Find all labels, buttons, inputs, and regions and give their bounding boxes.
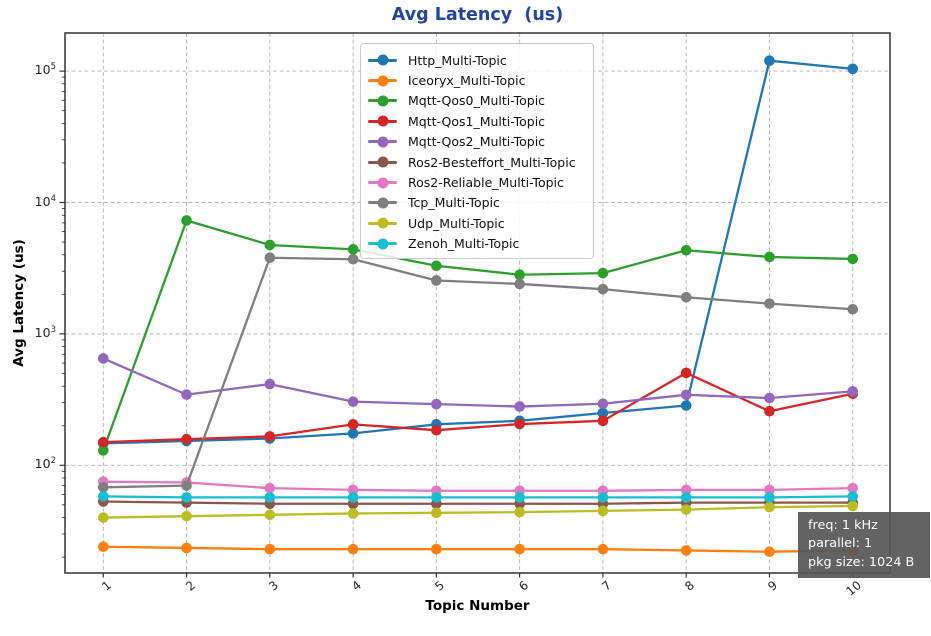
- legend-label: Ros2-Besteffort_Multi-Topic: [408, 154, 576, 170]
- series-Mqtt-Qos2_Multi-Topic: [98, 353, 859, 412]
- legend-item: Mqtt-Qos0_Multi-Topic: [368, 91, 587, 111]
- legend-item: Ros2-Besteffort_Multi-Topic: [368, 152, 587, 172]
- series-Ros2-Reliable_Multi-Topic: [98, 476, 859, 497]
- legend-marker-icon: [368, 238, 397, 250]
- legend-item: Udp_Multi-Topic: [368, 213, 587, 233]
- y-tick-label: 102: [34, 456, 56, 472]
- legend-label: Http_Multi-Topic: [408, 52, 507, 68]
- legend-label: Tcp_Multi-Topic: [408, 195, 500, 211]
- chart-legend: Http_Multi-Topic Iceoryx_Multi-Topic Mqtt-…: [360, 43, 594, 259]
- legend-label: Mqtt-Qos1_Multi-Topic: [408, 113, 546, 129]
- legend-marker-icon: [368, 136, 397, 148]
- legend-label: Mqtt-Qos2_Multi-Topic: [408, 134, 546, 150]
- annotation-box: freq: 1 kHz parallel: 1 pkg size: 1024 B: [798, 512, 930, 578]
- legend-item: Mqtt-Qos2_Multi-Topic: [368, 132, 587, 152]
- legend-marker-icon: [368, 197, 397, 209]
- legend-marker-icon: [368, 217, 397, 229]
- annotation-line: parallel: 1: [808, 536, 873, 552]
- y-axis-label: Avg Latency (us): [11, 239, 27, 367]
- series-Mqtt-Qos1_Multi-Topic: [98, 367, 859, 448]
- y-tick-label: 103: [34, 324, 56, 341]
- legend-marker-icon: [368, 75, 397, 87]
- annotation-line: freq: 1 kHz: [808, 518, 878, 533]
- legend-item: Iceoryx_Multi-Topic: [368, 70, 587, 90]
- legend-label: Iceoryx_Multi-Topic: [408, 73, 526, 89]
- legend-label: Ros2-Reliable_Multi-Topic: [408, 175, 564, 191]
- series-Tcp_Multi-Topic: [98, 252, 859, 493]
- y-tick-label: 104: [34, 193, 56, 209]
- legend-item: Http_Multi-Topic: [368, 50, 587, 70]
- y-tick-label: 105: [34, 62, 56, 78]
- legend-label: Mqtt-Qos0_Multi-Topic: [408, 93, 546, 109]
- legend-marker-icon: [368, 54, 397, 66]
- legend-item: Mqtt-Qos1_Multi-Topic: [368, 111, 587, 131]
- legend-marker-icon: [368, 115, 397, 127]
- legend-item: Tcp_Multi-Topic: [368, 193, 587, 213]
- legend-item: Zenoh_Multi-Topic: [368, 234, 587, 254]
- legend-marker-icon: [368, 95, 397, 107]
- x-axis-label: Topic Number: [425, 598, 530, 614]
- series-Zenoh_Multi-Topic: [98, 491, 859, 503]
- legend-label: Udp_Multi-Topic: [408, 215, 505, 231]
- legend-marker-icon: [368, 156, 397, 168]
- series-Mqtt-Qos0_Multi-Topic: [98, 215, 859, 456]
- series-Iceoryx_Multi-Topic: [98, 541, 859, 558]
- series-Udp_Multi-Topic: [98, 500, 859, 523]
- legend-marker-icon: [368, 177, 397, 189]
- legend-item: Ros2-Reliable_Multi-Topic: [368, 172, 587, 192]
- legend-label: Zenoh_Multi-Topic: [408, 236, 520, 252]
- chart-title: Avg Latency (us): [391, 5, 564, 25]
- annotation-line: pkg size: 1024 B: [808, 554, 915, 570]
